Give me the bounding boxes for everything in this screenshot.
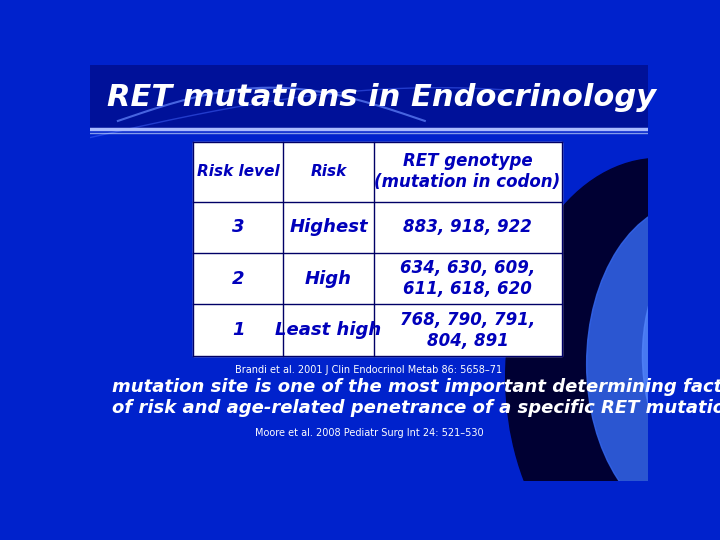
Text: of risk and age-related penetrance of a specific RET mutation: of risk and age-related penetrance of a … (112, 399, 720, 417)
Text: Highest: Highest (289, 218, 368, 237)
Bar (193, 141, 562, 356)
Text: Brandi et al. 2001 J Clin Endocrinol Metab 86: 5658–71: Brandi et al. 2001 J Clin Endocrinol Met… (235, 366, 503, 375)
Text: 1: 1 (232, 321, 245, 339)
Bar (90, 65, 648, 129)
Text: 2: 2 (232, 270, 245, 288)
Text: 3: 3 (232, 218, 245, 237)
Text: Risk level: Risk level (197, 164, 279, 179)
Text: 883, 918, 922: 883, 918, 922 (403, 218, 532, 237)
Text: Moore et al. 2008 Pediatr Surg Int 24: 521–530: Moore et al. 2008 Pediatr Surg Int 24: 5… (255, 428, 483, 438)
Text: RET mutations in Endocrinology: RET mutations in Endocrinology (107, 83, 656, 112)
Text: RET genotype
(mutation in codon): RET genotype (mutation in codon) (374, 152, 561, 191)
Text: mutation site is one of the most important determining factors: mutation site is one of the most importa… (112, 378, 720, 396)
Text: High: High (305, 270, 352, 288)
Text: 634, 630, 609,
611, 618, 620: 634, 630, 609, 611, 618, 620 (400, 259, 535, 298)
Ellipse shape (587, 202, 720, 526)
Text: Risk: Risk (310, 164, 347, 179)
Ellipse shape (505, 158, 720, 540)
Ellipse shape (642, 241, 720, 470)
Text: 768, 790, 791,
804, 891: 768, 790, 791, 804, 891 (400, 310, 535, 349)
Text: Least high: Least high (276, 321, 382, 339)
